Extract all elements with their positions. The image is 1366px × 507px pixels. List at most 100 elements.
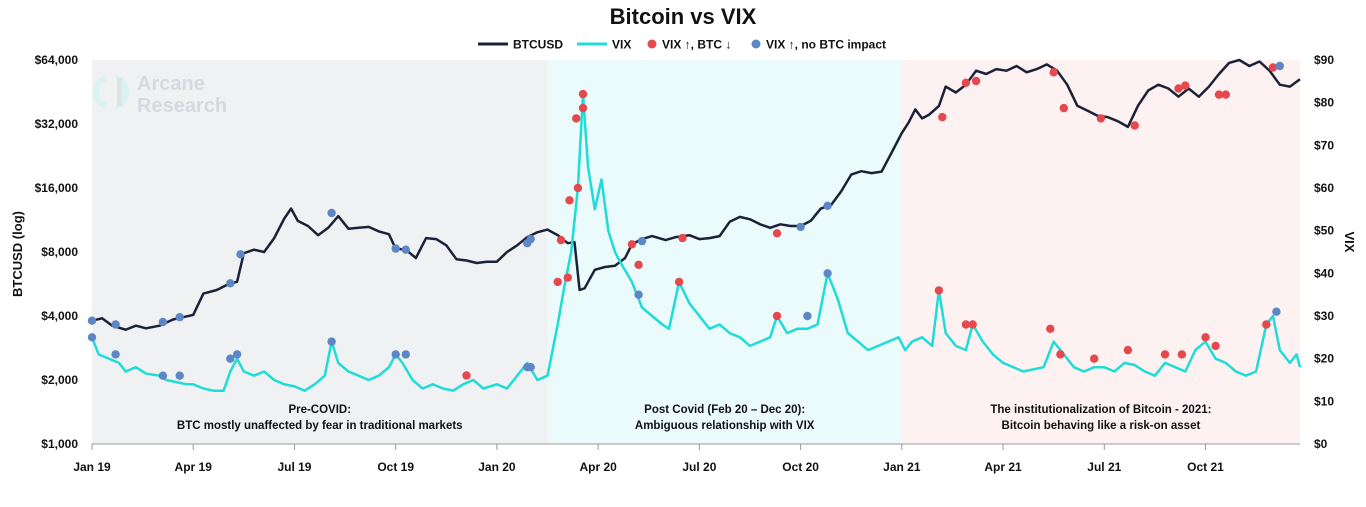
btc-event-down-dot [578, 103, 588, 113]
x-tick-label: Jan 19 [73, 460, 111, 474]
vix-event-down-dot [1046, 324, 1055, 333]
btc-event-down-dot [1181, 81, 1190, 90]
x-tick-label: Jul 20 [682, 460, 716, 474]
left-tick-label: $8,000 [41, 245, 78, 259]
vix-event-down-dot [1160, 350, 1170, 359]
btc-event-down-dot [1214, 90, 1224, 99]
right-tick-label: $40 [1314, 266, 1334, 280]
region-1-caption: BTC mostly unaffected by fear in traditi… [177, 420, 463, 432]
vix-event-down-dot [968, 320, 977, 329]
region-1-heading: Pre-COVID: [288, 404, 351, 416]
btc-event-noimpact-dot [637, 236, 647, 246]
vix-event-down-dot [573, 183, 583, 193]
vix-event-down-dot [674, 277, 684, 287]
left-axis: $1,000 $2,000 $4,000 $8,000 $16,000 $32,000 $6… [35, 53, 79, 451]
watermark-line2: Research [137, 95, 227, 117]
arcane-logo-icon [93, 74, 129, 110]
x-tick-label: Jul 21 [1087, 460, 1121, 474]
btc-event-down-dot [1221, 90, 1231, 99]
left-tick-label: $32,000 [35, 117, 79, 131]
x-tick-label: Apr 21 [984, 460, 1022, 474]
btc-event-down-dot [971, 76, 981, 86]
btc-event-noimpact-dot [526, 234, 535, 244]
x-axis: Jan 19 Apr 19 Jul 19 Oct 19 Jan 20 Apr 20 Jul … [73, 443, 1300, 474]
vix-event-down-dot [1177, 350, 1187, 359]
right-axis: $0 $10 $20 $30 $40 $50 $60 $70 $80 $90 [1314, 53, 1334, 451]
legend-btc-label: BTCUSD [513, 38, 563, 52]
btc-event-down-dot [1096, 114, 1106, 123]
watermark: Arcane Research [93, 73, 227, 117]
left-tick-label: $16,000 [35, 181, 79, 195]
btc-event-down-dot [556, 235, 566, 245]
btc-event-down-dot [961, 78, 971, 88]
x-tick-label: Jul 19 [277, 460, 311, 474]
btc-event-noimpact-dot [236, 250, 245, 259]
vix-event-noimpact-dot [803, 311, 812, 321]
vix-event-noimpact-dot [526, 363, 535, 372]
vix-event-down-dot [1123, 345, 1133, 355]
btc-event-noimpact-dot [796, 222, 805, 232]
btc-event-noimpact-dot [111, 320, 120, 329]
vix-event-down-dot [1211, 341, 1220, 351]
btc-event-down-dot [627, 240, 637, 249]
left-axis-title: BTCUSD (log) [10, 211, 25, 297]
btc-event-down-dot [1059, 103, 1069, 113]
btc-event-noimpact-dot [226, 279, 235, 288]
x-tick-label: Apr 20 [579, 460, 617, 474]
legend-vix-label: VIX [612, 38, 631, 52]
btc-event-down-dot [462, 371, 471, 380]
btc-event-noimpact-dot [823, 201, 832, 210]
vix-event-noimpact-dot [232, 350, 242, 359]
x-tick-label: Jan 21 [883, 460, 921, 474]
region-3-heading: The institutionalization of Bitcoin - 20… [990, 404, 1211, 416]
vix-event-noimpact-dot [226, 354, 235, 363]
btc-event-down-dot [772, 229, 782, 238]
vix-event-noimpact-dot [391, 350, 400, 359]
btc-event-down-dot [1049, 68, 1058, 77]
legend-noimpact-swatch [751, 39, 761, 49]
right-tick-label: $60 [1314, 181, 1334, 195]
vix-event-down-dot [934, 286, 944, 295]
btc-event-noimpact-dot [401, 245, 410, 254]
right-tick-label: $20 [1314, 352, 1334, 366]
x-tick-label: Oct 19 [377, 460, 414, 474]
vix-event-noimpact-dot [175, 371, 184, 380]
left-tick-label: $2,000 [41, 373, 78, 387]
btc-event-noimpact-dot [175, 313, 184, 322]
legend-down-label: VIX ↑, BTC ↓ [662, 38, 731, 52]
legend: BTCUSD VIX VIX ↑, BTC ↓ VIX ↑, no BTC im… [478, 38, 886, 52]
vix-event-noimpact-dot [634, 290, 643, 299]
region-3 [901, 60, 1300, 444]
right-axis-title: VIX [1342, 232, 1357, 253]
btc-event-noimpact-dot [158, 317, 168, 327]
vix-event-noimpact-dot [158, 371, 168, 380]
vix-event-noimpact-dot [823, 269, 832, 278]
x-tick-label: Apr 19 [175, 460, 213, 474]
btc-event-noimpact-dot [87, 316, 97, 325]
vix-event-noimpact-dot [111, 350, 120, 359]
btc-event-noimpact-dot [327, 208, 336, 218]
region-3-caption: Bitcoin behaving like a risk-on asset [1002, 420, 1201, 432]
vix-event-down-dot [1090, 354, 1099, 363]
x-tick-label: Oct 20 [782, 460, 819, 474]
series-line-btcusd [91, 58, 1301, 331]
vix-event-down-dot [1201, 333, 1210, 342]
vix-event-down-dot [772, 311, 782, 321]
watermark-line1: Arcane [137, 73, 205, 95]
right-tick-label: $90 [1314, 53, 1334, 67]
vix-event-down-dot [961, 320, 971, 329]
series [87, 58, 1302, 392]
vix-event-down-dot [1056, 350, 1065, 359]
btc-event-down-dot [1130, 121, 1139, 130]
right-tick-label: $80 [1314, 96, 1334, 110]
btc-event-down-dot [565, 196, 574, 205]
right-tick-label: $10 [1314, 394, 1334, 408]
btc-event-down-dot [678, 233, 687, 243]
btc-event-down-dot [1268, 63, 1278, 72]
region-2 [547, 60, 902, 444]
region-2-caption: Ambiguous relationship with VIX [635, 420, 815, 432]
left-tick-label: $4,000 [41, 309, 78, 323]
vix-event-down-dot [578, 89, 588, 99]
right-tick-label: $0 [1314, 437, 1328, 451]
